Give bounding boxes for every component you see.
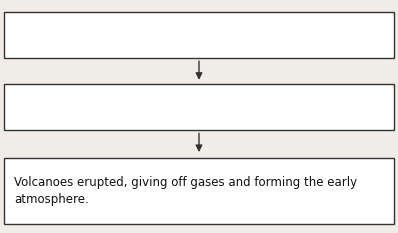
Text: Volcanoes erupted, giving off gases and forming the early
atmosphere.: Volcanoes erupted, giving off gases and …: [14, 176, 357, 206]
Bar: [4, 12, 394, 58]
Bar: [4, 158, 394, 224]
Bar: [4, 84, 394, 130]
